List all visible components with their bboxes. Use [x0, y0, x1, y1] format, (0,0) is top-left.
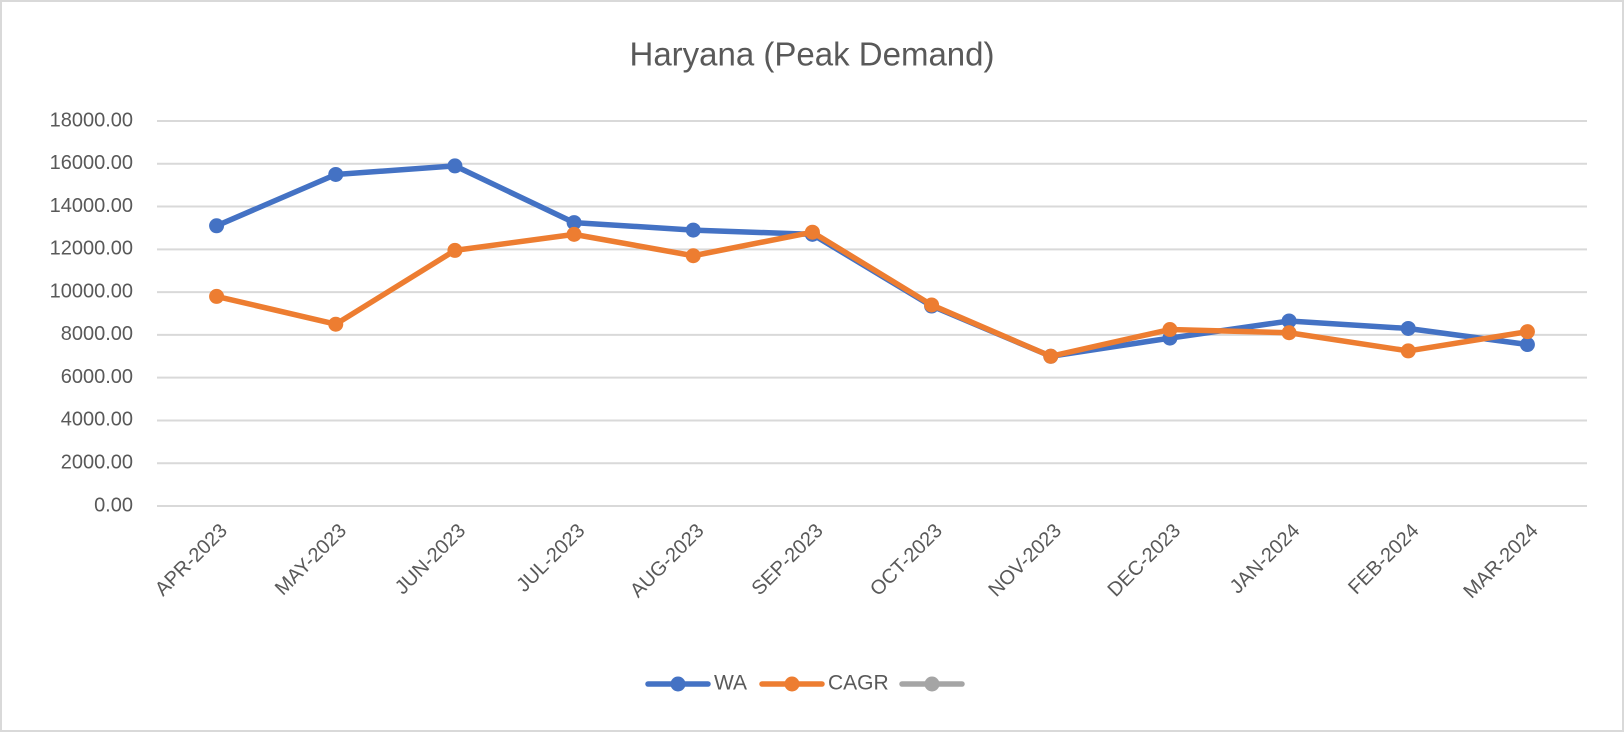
point — [1281, 325, 1297, 341]
y-tick-label: 16000.00 — [50, 152, 133, 174]
point — [566, 226, 582, 242]
point — [804, 224, 820, 240]
point — [447, 242, 463, 258]
legend-label: CAGR — [828, 672, 889, 695]
y-tick-label: 8000.00 — [61, 323, 133, 345]
point — [1519, 324, 1535, 340]
legend-label: WA — [714, 672, 747, 695]
point — [328, 166, 344, 182]
point — [1281, 313, 1297, 329]
point — [209, 288, 225, 304]
y-tick-label: 4000.00 — [61, 409, 133, 431]
point — [1400, 320, 1416, 336]
series-line — [213, 229, 1531, 360]
y-tick-label: 10000.00 — [50, 280, 133, 302]
point — [447, 158, 463, 174]
legend-marker — [924, 676, 940, 692]
point — [1162, 322, 1178, 338]
point — [1043, 348, 1059, 364]
y-tick-label: 18000.00 — [50, 109, 133, 131]
y-tick-label: 12000.00 — [50, 238, 133, 260]
y-tick-label: 14000.00 — [50, 195, 133, 217]
y-tick-label: 0.00 — [94, 494, 133, 516]
y-tick-label: 6000.00 — [61, 366, 133, 388]
point — [685, 222, 701, 238]
point — [566, 215, 582, 231]
point — [924, 297, 940, 313]
point — [1519, 337, 1535, 353]
point — [685, 248, 701, 264]
chart-title: Haryana (Peak Demand) — [630, 36, 995, 73]
point — [328, 316, 344, 332]
legend-marker — [784, 676, 800, 692]
legend-marker — [670, 676, 686, 692]
point — [1400, 343, 1416, 359]
point — [209, 218, 225, 234]
y-tick-label: 2000.00 — [61, 452, 133, 474]
